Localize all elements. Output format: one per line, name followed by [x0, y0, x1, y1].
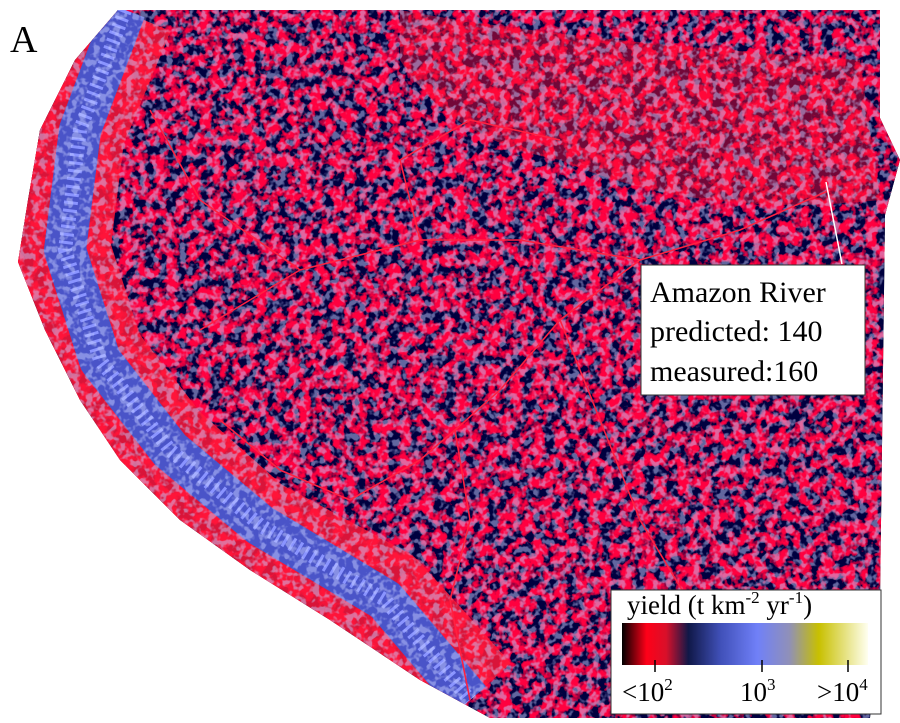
legend-ticks: <102 103 >104 — [622, 660, 868, 707]
panel-label: A — [10, 19, 38, 61]
annotation-predicted: predicted: 140 — [650, 315, 822, 348]
annotation-measured: measured:160 — [650, 355, 818, 388]
river — [559, 319, 701, 621]
legend-title-text: yield (t km — [627, 590, 745, 620]
legend-title-text: yr — [760, 590, 789, 620]
colorbar — [622, 623, 868, 665]
amazon-main — [349, 189, 831, 501]
legend-tick-exponent: 3 — [767, 675, 776, 694]
river — [149, 109, 301, 271]
annotation-title: Amazon River — [650, 276, 826, 309]
legend-tick-label: 103 — [740, 675, 776, 707]
legend-tick-base: <10 — [622, 677, 664, 707]
river — [449, 429, 471, 701]
legend-tick-label: >104 — [817, 675, 868, 707]
legend-tick-base: >10 — [817, 677, 859, 707]
legend-title-text: ) — [803, 590, 812, 620]
annotation-box — [640, 264, 866, 396]
legend-tick-base: 10 — [740, 677, 767, 707]
legend-title-exponent: -1 — [789, 588, 803, 607]
callout-line — [825, 181, 843, 265]
legend-tick-exponent: 4 — [859, 675, 868, 694]
legend-tick-exponent: 2 — [664, 675, 673, 694]
legend-title-exponent: -2 — [745, 588, 759, 607]
legend-title: yield (t km-2 yr-1) — [627, 588, 812, 620]
legend-tick-label: <102 — [622, 675, 673, 707]
river — [219, 419, 351, 501]
rivers — [149, 109, 831, 701]
river — [399, 119, 561, 241]
